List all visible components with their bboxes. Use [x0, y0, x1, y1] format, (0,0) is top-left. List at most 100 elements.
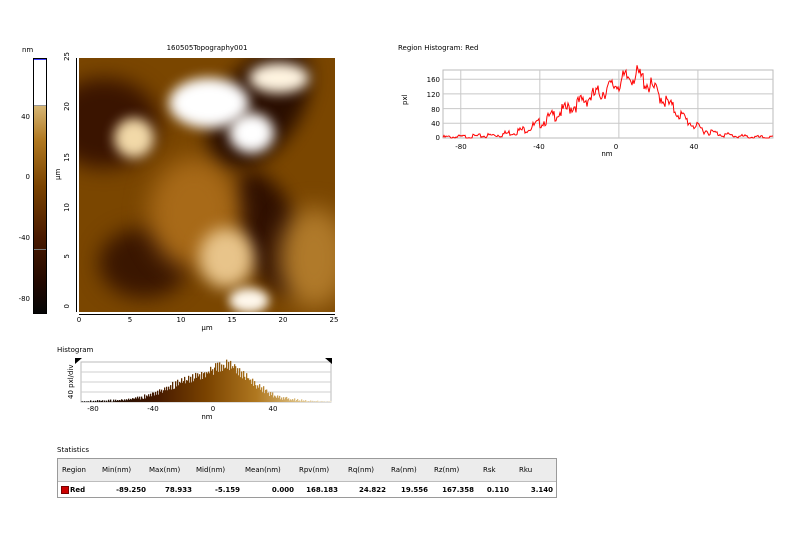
histogram-bar — [220, 371, 222, 402]
histogram-bar — [123, 400, 125, 402]
histogram-bar — [246, 373, 248, 402]
histogram-bar — [270, 392, 272, 402]
histogram-bar — [118, 400, 120, 402]
histogram-bar — [82, 401, 84, 402]
colorbar-upper-marker[interactable] — [34, 59, 46, 60]
histogram-bar — [282, 399, 284, 402]
histogram-bar — [321, 400, 323, 402]
histogram-bar — [197, 373, 199, 402]
histogram-bar — [222, 370, 224, 402]
histogram-bar — [167, 390, 169, 402]
topography-x-tick-5: 5 — [127, 316, 133, 324]
region-histogram-ylabel: pxl — [401, 94, 409, 105]
histogram-bar — [131, 399, 133, 402]
histogram-bar — [286, 396, 288, 402]
histogram-bar — [239, 368, 241, 402]
histogram-bar — [175, 381, 177, 402]
histogram-bar — [110, 399, 112, 402]
histogram-bar — [284, 399, 286, 402]
histogram-bar — [265, 389, 267, 402]
histogram-bar — [90, 400, 92, 402]
colorbar-mid-marker[interactable] — [34, 105, 46, 106]
histogram-bar — [250, 379, 252, 402]
histogram-bar — [101, 400, 103, 402]
histogram-bar — [140, 399, 142, 402]
histogram-bar — [208, 371, 210, 402]
histogram-bar — [273, 397, 275, 402]
histogram-left-handle[interactable] — [75, 358, 82, 364]
histogram-bar — [323, 401, 325, 402]
histogram-bar — [100, 401, 102, 402]
histogram-bar — [113, 399, 115, 402]
stats-header-mid: Mid(nm) — [196, 466, 226, 474]
histogram-bar — [206, 372, 208, 402]
histogram-bar — [185, 383, 187, 402]
region-histogram-ytick: 120 — [427, 91, 440, 99]
histogram-bar — [259, 384, 261, 402]
histogram-bar — [176, 386, 178, 402]
colorbar-tick-minus80: -80 — [18, 295, 30, 303]
histogram-right-handle[interactable] — [325, 358, 332, 364]
histogram-bar — [290, 399, 292, 402]
colorbar[interactable] — [33, 58, 47, 314]
histogram-bar — [219, 362, 221, 402]
histogram-bar — [166, 386, 168, 402]
histogram-bar — [109, 401, 111, 402]
histogram-bar — [125, 400, 127, 402]
histogram-bar — [146, 395, 148, 402]
histogram-xtick: -80 — [87, 405, 98, 413]
topo-bright-region — [229, 113, 274, 153]
histogram-bar — [261, 387, 263, 402]
topo-bright-region — [229, 288, 269, 312]
histogram-bar — [165, 390, 167, 402]
histogram-bar — [212, 369, 214, 402]
histogram-bar — [293, 400, 295, 402]
histogram-bar — [194, 378, 196, 402]
histogram-bar — [168, 386, 170, 402]
region-histogram-xtick: 0 — [614, 143, 618, 151]
histogram-bar — [180, 383, 182, 402]
region-checkbox[interactable] — [61, 486, 69, 494]
histogram-bar — [215, 363, 217, 402]
histogram-bar — [152, 392, 154, 402]
histogram-bar — [330, 400, 332, 402]
histogram-bar — [234, 364, 236, 402]
topography-y-tick-15: 15 — [63, 153, 71, 162]
region-histogram-line — [442, 65, 774, 139]
histogram-bar — [247, 378, 249, 402]
stats-mid: -5.159 — [214, 486, 240, 494]
stats-header-rsk: Rsk — [483, 466, 496, 474]
topography-x-tick-20: 20 — [278, 316, 288, 324]
histogram-bar — [316, 400, 318, 402]
histogram-bar — [301, 399, 303, 402]
histogram-bar — [228, 361, 230, 402]
histogram-bar — [179, 381, 181, 402]
region-histogram-title: Region Histogram: Red — [398, 44, 479, 52]
histogram-bar — [136, 398, 138, 402]
histogram-bar — [226, 359, 228, 402]
histogram-bar — [161, 389, 163, 402]
histogram-bar — [119, 399, 121, 402]
region-histogram-chart[interactable]: pxl 160 120 80 40 0 -80 -40 0 40 nm — [395, 60, 780, 160]
histogram-bar — [196, 377, 198, 402]
histogram-bar — [207, 373, 209, 402]
histogram-bar — [216, 370, 218, 402]
histogram-bar — [139, 396, 141, 402]
histogram-bar — [104, 400, 106, 402]
stats-header-ra: Ra(nm) — [391, 466, 417, 474]
histogram-bar — [210, 366, 212, 402]
stats-min: -89.250 — [116, 486, 146, 494]
topography-y-axis — [76, 58, 77, 312]
topography-image[interactable] — [79, 58, 335, 312]
colorbar-lower-marker[interactable] — [34, 249, 46, 250]
colorbar-upper-blank — [34, 59, 46, 105]
histogram-bar — [280, 399, 282, 402]
region-histogram-ytick: 0 — [436, 134, 440, 142]
histogram-bar — [129, 399, 131, 402]
histogram-bar — [162, 392, 164, 402]
histogram-bar — [155, 391, 157, 402]
histogram-bar — [232, 366, 234, 402]
histogram-bar — [128, 398, 130, 402]
histogram-chart[interactable]: 40 pxl/div -80 -40 0 40 nm — [57, 354, 337, 422]
histogram-bar — [312, 400, 314, 402]
